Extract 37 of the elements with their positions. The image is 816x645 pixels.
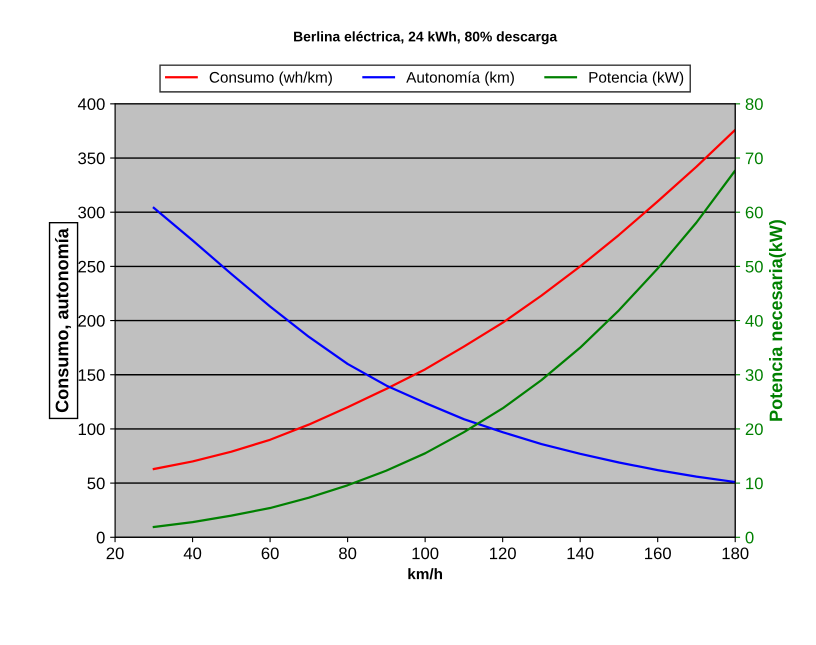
- line-series: [152, 169, 736, 528]
- line-series: [152, 128, 736, 470]
- x-tick-label: 20: [106, 547, 124, 560]
- legend-label: Potencia (kW): [589, 72, 684, 86]
- y-tick-label: 400: [78, 98, 105, 110]
- x-tick-label: 160: [645, 547, 671, 560]
- x-tick-label: 80: [339, 547, 356, 560]
- y-tick-label: 200: [78, 314, 105, 327]
- y2-tick-label: 0: [746, 532, 754, 544]
- y-tick-label: 300: [78, 206, 105, 218]
- x-tick-label: 140: [568, 547, 594, 560]
- y2-tick-label: 80: [746, 98, 763, 110]
- y2-tick-label: 70: [746, 152, 763, 164]
- x-tick-label: 180: [722, 547, 748, 560]
- y-tick-label: 150: [78, 369, 105, 381]
- y-axis-title: Consumo, autonomía: [54, 228, 72, 412]
- legend-label: Consumo (wh/km): [210, 72, 332, 86]
- chart-title: Berlina eléctrica, 24 kWh, 80% descarga: [294, 31, 558, 44]
- legend-label: Autonomía (km): [406, 71, 514, 86]
- y-tick-label: 50: [87, 478, 105, 490]
- x-tick-label: 120: [490, 547, 516, 560]
- x-axis-title: km/h: [408, 568, 442, 580]
- y2-tick-label: 50: [746, 260, 763, 273]
- y-tick-label: 100: [78, 423, 105, 436]
- y-tick-label: 350: [78, 152, 105, 164]
- y-tick-label: 250: [78, 260, 105, 273]
- x-tick-label: 100: [412, 547, 438, 560]
- x-tick-label: 40: [184, 547, 202, 560]
- y2-tick-label: 10: [746, 478, 763, 490]
- y2-tick-label: 30: [746, 369, 763, 381]
- x-tick-label: 60: [262, 547, 279, 560]
- y2-tick-label: 20: [746, 423, 763, 436]
- y-tick-label: 0: [96, 532, 105, 544]
- y2-axis-title: Potencia necesaria(kW): [769, 220, 786, 421]
- line-series: [152, 206, 736, 484]
- y2-tick-label: 40: [745, 314, 763, 327]
- y2-tick-label: 60: [746, 206, 763, 218]
